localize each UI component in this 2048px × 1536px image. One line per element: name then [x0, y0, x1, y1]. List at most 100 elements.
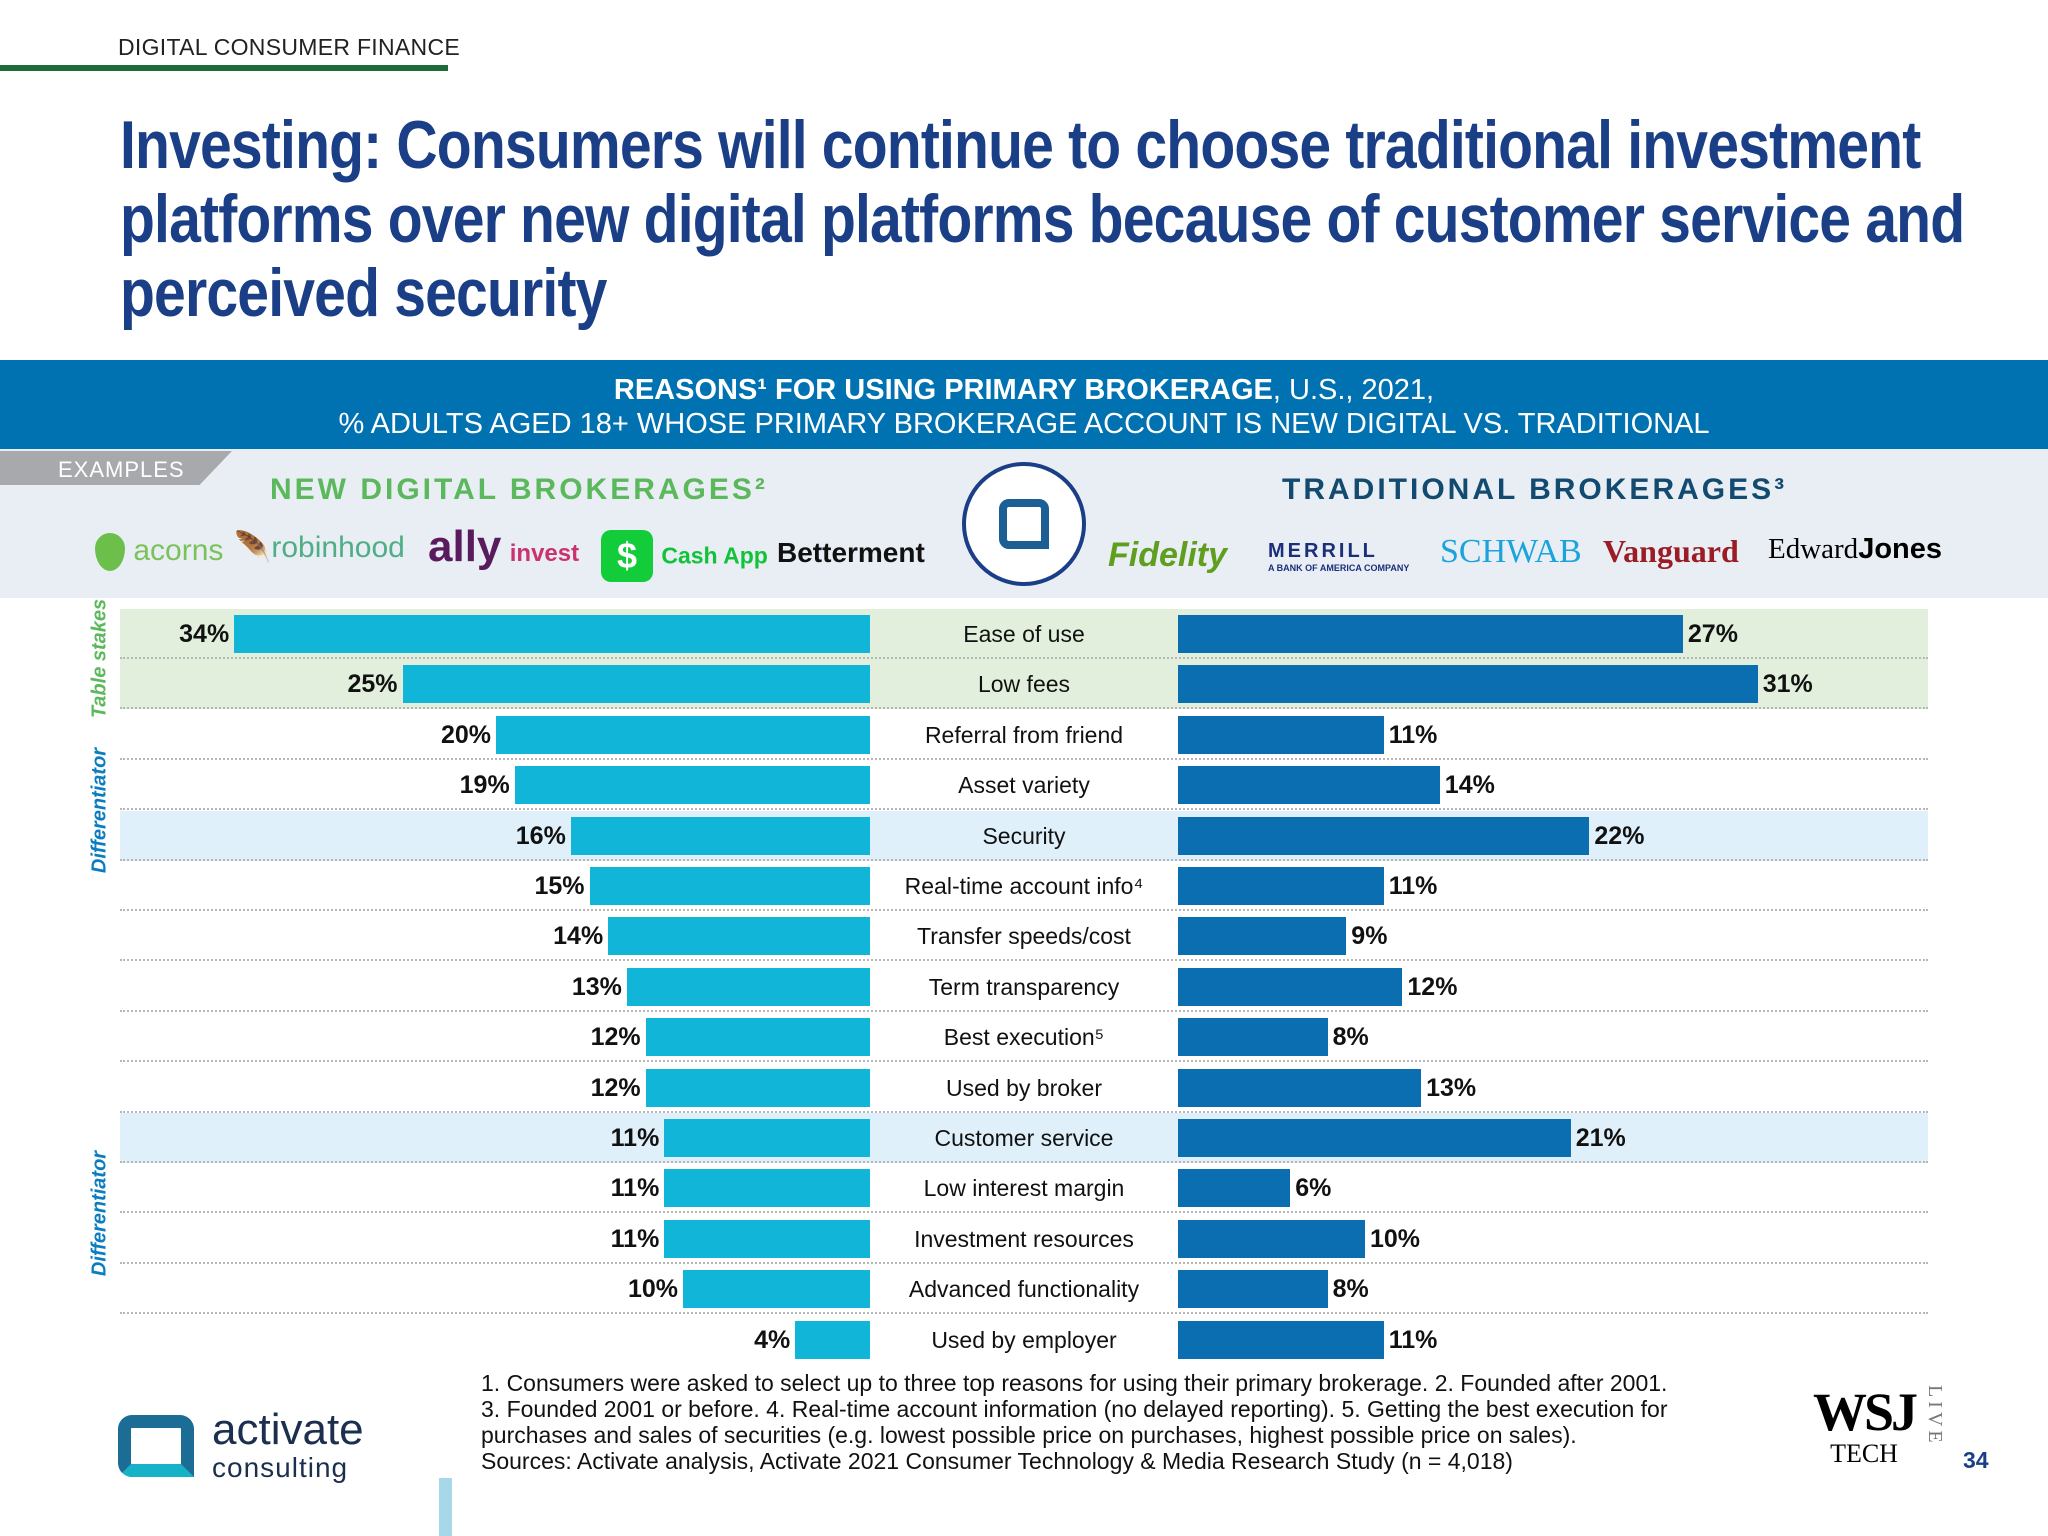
category-label: Term transparency — [928, 973, 1120, 1000]
value-label-new-digital: 14% — [553, 922, 604, 951]
value-label-new-digital: 4% — [754, 1325, 791, 1354]
table-row — [120, 1163, 1928, 1214]
bar-traditional — [1178, 615, 1683, 653]
footnote-line: Sources: Activate analysis, Activate 202… — [481, 1448, 1513, 1474]
category-label: Advanced functionality — [908, 1276, 1140, 1303]
table-row — [120, 1113, 1928, 1163]
table-row — [120, 861, 1928, 911]
value-label-new-digital: 16% — [515, 821, 566, 850]
value-label-new-digital: 11% — [610, 1124, 660, 1152]
table-row — [120, 710, 1928, 760]
value-label-new-digital: 11% — [610, 1224, 660, 1253]
value-label-traditional: 31% — [1762, 670, 1813, 699]
category-label: Ease of use — [963, 621, 1085, 647]
category-label: Referral from friend — [924, 721, 1124, 748]
value-label-traditional: 11% — [1388, 872, 1438, 900]
value-label-traditional: 8% — [1332, 1275, 1369, 1304]
category-label: Investment resources — [914, 1225, 1134, 1252]
group-label: Differentiator — [88, 1150, 111, 1276]
value-label-new-digital: 15% — [534, 872, 585, 900]
value-label-traditional: 10% — [1370, 1224, 1421, 1253]
table-row — [120, 911, 1928, 962]
ally-invest-logo: ally invest — [428, 522, 580, 571]
acorn-icon — [95, 533, 125, 571]
merrill-logo: MERRILL A BANK OF AMERICA COMPANY — [1268, 540, 1410, 573]
category-label: Best execution⁵ — [943, 1024, 1105, 1051]
vanguard-logo: Vanguard — [1603, 533, 1739, 569]
value-label-new-digital: 25% — [347, 670, 398, 699]
decorative-bar — [439, 1478, 452, 1536]
page-number: 34 — [1963, 1447, 1989, 1473]
bar-traditional — [1178, 1119, 1571, 1157]
examples-tag: EXAMPLES — [0, 451, 232, 485]
bar-new-digital — [683, 1270, 870, 1309]
value-label-traditional: 22% — [1594, 821, 1645, 850]
category-label: Real-time account info⁴ — [904, 873, 1144, 899]
activate-mark-icon — [118, 1415, 194, 1477]
bar-traditional — [1178, 766, 1440, 805]
edward-jones-logo: EdwardJones — [1768, 533, 1943, 565]
value-label-traditional: 12% — [1407, 972, 1458, 1001]
fidelity-logo: Fidelity — [1108, 536, 1228, 574]
footnote-line: purchases and sales of securities (e.g. … — [481, 1422, 1577, 1448]
acorns-logo: acorns — [95, 533, 223, 571]
category-label: Low fees — [977, 671, 1071, 698]
traditional-heading: TRADITIONAL BROKERAGES³ — [1282, 473, 1788, 506]
value-label-traditional: 27% — [1687, 620, 1738, 648]
page-title: Investing: Consumers will continue to ch… — [120, 107, 1965, 331]
cash-app-logo: $ Cash App — [601, 530, 768, 582]
section-label: DIGITAL CONSUMER FINANCE — [118, 34, 461, 60]
value-label-traditional: 6% — [1295, 1174, 1332, 1203]
betterment-logo: Betterment — [777, 537, 925, 568]
bar-traditional — [1178, 867, 1384, 905]
bar-traditional — [1178, 1270, 1328, 1309]
table-row — [120, 1012, 1928, 1063]
bar-new-digital — [664, 1169, 870, 1208]
category-label: Customer service — [934, 1125, 1114, 1151]
value-label-new-digital: 12% — [590, 1023, 641, 1052]
wsj-tech-live-logo: WSJ TECH LIVE — [1813, 1382, 1947, 1468]
category-label: Used by broker — [946, 1074, 1102, 1101]
feather-icon: 🪶 — [234, 531, 272, 564]
value-label-traditional: 8% — [1332, 1023, 1369, 1052]
bar-new-digital — [570, 816, 870, 855]
robinhood-logo: 🪶robinhood — [234, 531, 405, 564]
category-label: Low interest margin — [923, 1175, 1125, 1202]
bar-traditional — [1178, 967, 1403, 1006]
bar-new-digital — [234, 615, 870, 653]
footnote-line: 3. Founded 2001 or before. 4. Real-time … — [481, 1396, 1668, 1422]
bar-traditional — [1178, 715, 1384, 754]
bar-new-digital — [664, 1219, 870, 1258]
chart-title-rest: , U.S., 2021, — [1272, 374, 1435, 406]
activate-consumer-insight-seal — [962, 462, 1086, 586]
value-label-traditional: 21% — [1575, 1124, 1626, 1152]
bar-new-digital — [626, 967, 870, 1006]
value-label-traditional: 11% — [1388, 1325, 1438, 1354]
value-label-new-digital: 20% — [440, 720, 491, 749]
bar-new-digital — [645, 1068, 870, 1107]
footnote-line: 1. Consumers were asked to select up to … — [481, 1370, 1668, 1396]
value-label-traditional: 13% — [1426, 1073, 1477, 1102]
bar-new-digital — [645, 1018, 870, 1057]
bar-new-digital — [514, 766, 870, 805]
table-row — [120, 810, 1928, 861]
chart-header-band: REASONS¹ FOR USING PRIMARY BROKERAGE, U.… — [0, 360, 2048, 449]
value-label-traditional: 14% — [1444, 771, 1495, 800]
schwab-logo: SCHWAB — [1440, 533, 1582, 570]
value-label-traditional: 9% — [1351, 922, 1388, 951]
bar-traditional — [1178, 1219, 1365, 1258]
table-row — [120, 1214, 1928, 1264]
category-label: Used by employer — [931, 1326, 1117, 1353]
bar-traditional — [1178, 665, 1758, 704]
activate-logo: activate consulting — [118, 1408, 364, 1484]
section-underline — [0, 65, 448, 71]
value-label-new-digital: 13% — [571, 972, 622, 1001]
group-label: Table stakes — [88, 599, 111, 719]
bar-new-digital — [589, 867, 870, 905]
bar-new-digital — [402, 665, 870, 704]
value-label-new-digital: 19% — [459, 771, 510, 800]
footnotes: 1. Consumers were asked to select up to … — [481, 1370, 1667, 1474]
value-label-new-digital: 11% — [610, 1174, 660, 1203]
activate-mark-icon — [999, 499, 1049, 549]
new-digital-heading: NEW DIGITAL BROKERAGES² — [270, 473, 768, 506]
